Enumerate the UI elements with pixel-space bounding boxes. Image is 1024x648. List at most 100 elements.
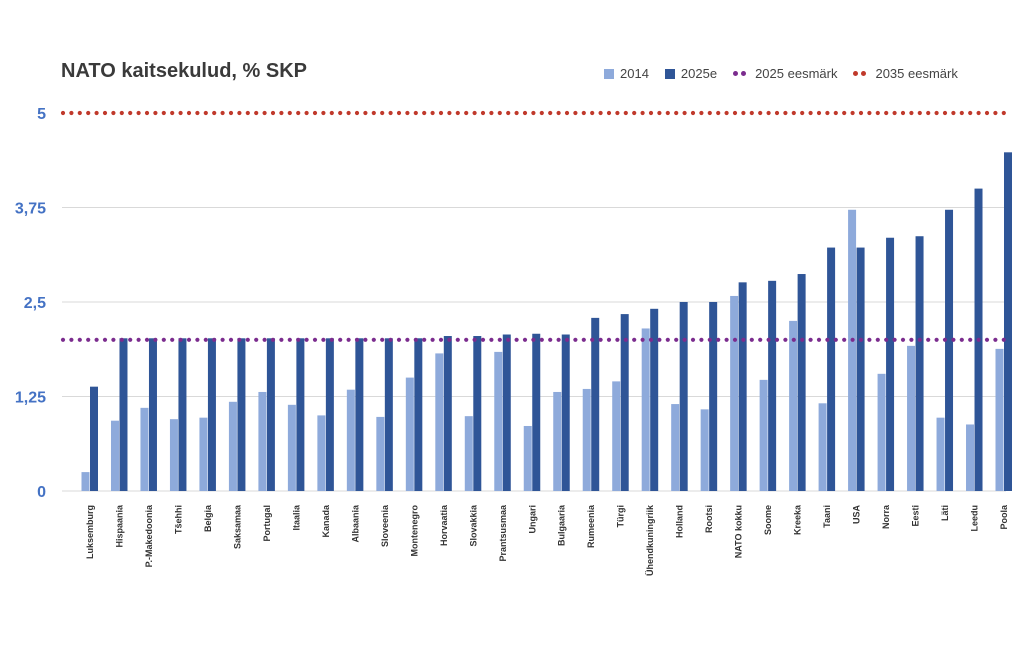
reference-dot bbox=[842, 110, 847, 116]
reference-dot bbox=[539, 337, 544, 342]
reference-dot bbox=[749, 337, 754, 342]
reference-dot bbox=[161, 337, 166, 342]
x-tick-label: Albaania bbox=[350, 504, 360, 543]
bar-2014 bbox=[258, 391, 267, 491]
reference-dot bbox=[699, 110, 704, 116]
reference-dot bbox=[203, 110, 208, 116]
x-tick-label: Ühendkuningriik bbox=[645, 504, 655, 576]
reference-dot bbox=[858, 337, 864, 342]
bar-2014 bbox=[169, 419, 178, 491]
reference-dot bbox=[657, 110, 662, 116]
reference-dot bbox=[287, 337, 292, 342]
y-tick-label: 0 bbox=[37, 484, 46, 501]
bar-2014 bbox=[81, 472, 90, 491]
reference-dot bbox=[951, 337, 956, 342]
reference-dot bbox=[86, 110, 91, 116]
reference-dot bbox=[917, 110, 922, 116]
reference-dot bbox=[128, 110, 133, 116]
reference-dot bbox=[60, 110, 66, 116]
reference-dot bbox=[690, 110, 696, 116]
reference-dot bbox=[69, 110, 74, 116]
reference-dot bbox=[581, 110, 586, 116]
reference-dot bbox=[447, 337, 452, 342]
y-tick-label: 1,25 bbox=[15, 390, 46, 407]
reference-dot bbox=[741, 110, 746, 116]
reference-dot bbox=[926, 110, 931, 116]
reference-dot bbox=[606, 337, 612, 342]
bar-2025e bbox=[561, 334, 570, 491]
bar-2025e bbox=[797, 274, 806, 491]
reference-dot bbox=[892, 337, 897, 342]
reference-dot bbox=[825, 110, 830, 116]
reference-dot bbox=[968, 337, 973, 342]
reference-dot bbox=[951, 110, 956, 116]
reference-dot bbox=[690, 337, 696, 342]
reference-dot bbox=[926, 337, 931, 342]
reference-dot bbox=[909, 110, 914, 116]
x-tick-label: Läti bbox=[940, 505, 950, 521]
reference-dot bbox=[304, 110, 309, 116]
bar-2025e bbox=[827, 247, 836, 491]
reference-dot bbox=[506, 337, 511, 342]
reference-dot bbox=[833, 337, 838, 342]
reference-dot bbox=[564, 110, 570, 116]
bar-2014 bbox=[110, 420, 119, 491]
reference-dot bbox=[732, 110, 738, 116]
reference-dot bbox=[438, 110, 444, 116]
x-tick-label: Kreeka bbox=[793, 504, 803, 535]
bar-2014 bbox=[612, 381, 621, 491]
reference-dot bbox=[363, 110, 368, 116]
reference-dot bbox=[665, 110, 670, 116]
bar-2014 bbox=[317, 415, 326, 491]
reference-dot bbox=[455, 337, 460, 342]
reference-dot bbox=[413, 337, 418, 342]
reference-dot bbox=[850, 337, 855, 342]
reference-dot bbox=[732, 337, 738, 342]
x-tick-label: Rootsi bbox=[704, 505, 714, 533]
reference-dot bbox=[968, 110, 973, 116]
reference-dot bbox=[212, 110, 217, 116]
reference-dot bbox=[371, 110, 376, 116]
bar-2014 bbox=[464, 416, 473, 491]
reference-dot bbox=[262, 110, 267, 116]
reference-dot bbox=[480, 110, 486, 116]
legend-dots-2035-target bbox=[853, 71, 869, 76]
reference-dot bbox=[900, 110, 906, 116]
x-tick-label: USA bbox=[852, 505, 862, 525]
bar-2025e bbox=[620, 314, 629, 491]
reference-dot bbox=[791, 110, 796, 116]
reference-dot bbox=[287, 110, 292, 116]
bar-2025e bbox=[768, 280, 777, 491]
reference-dot bbox=[464, 337, 469, 342]
legend-item-2025e: 2025e bbox=[664, 66, 717, 81]
reference-dot bbox=[94, 110, 99, 116]
reference-dot bbox=[934, 110, 939, 116]
bar-2014 bbox=[140, 407, 149, 491]
bar-2014 bbox=[789, 320, 798, 491]
reference-dot bbox=[909, 337, 914, 342]
legend-dots-2025-target bbox=[733, 71, 749, 76]
reference-dot bbox=[590, 337, 595, 342]
bar-2014 bbox=[759, 379, 768, 491]
reference-dot bbox=[111, 337, 116, 342]
reference-dot bbox=[842, 337, 847, 342]
bar-2014 bbox=[671, 404, 680, 491]
reference-dot bbox=[984, 337, 990, 342]
bar-2014 bbox=[730, 295, 739, 491]
reference-dot bbox=[60, 337, 66, 342]
reference-dot bbox=[296, 337, 301, 342]
reference-dot bbox=[648, 337, 654, 342]
reference-dot bbox=[447, 110, 452, 116]
reference-dot bbox=[942, 337, 948, 342]
bar-2025e bbox=[90, 386, 98, 491]
reference-dot bbox=[153, 110, 158, 116]
reference-dot bbox=[1001, 337, 1006, 342]
x-tick-label: Eesti bbox=[911, 505, 921, 527]
reference-dot bbox=[858, 110, 864, 116]
reference-dot bbox=[581, 337, 586, 342]
reference-dot bbox=[144, 337, 150, 342]
reference-dot bbox=[338, 337, 343, 342]
bar-2014 bbox=[700, 409, 709, 491]
reference-dot bbox=[976, 110, 981, 116]
